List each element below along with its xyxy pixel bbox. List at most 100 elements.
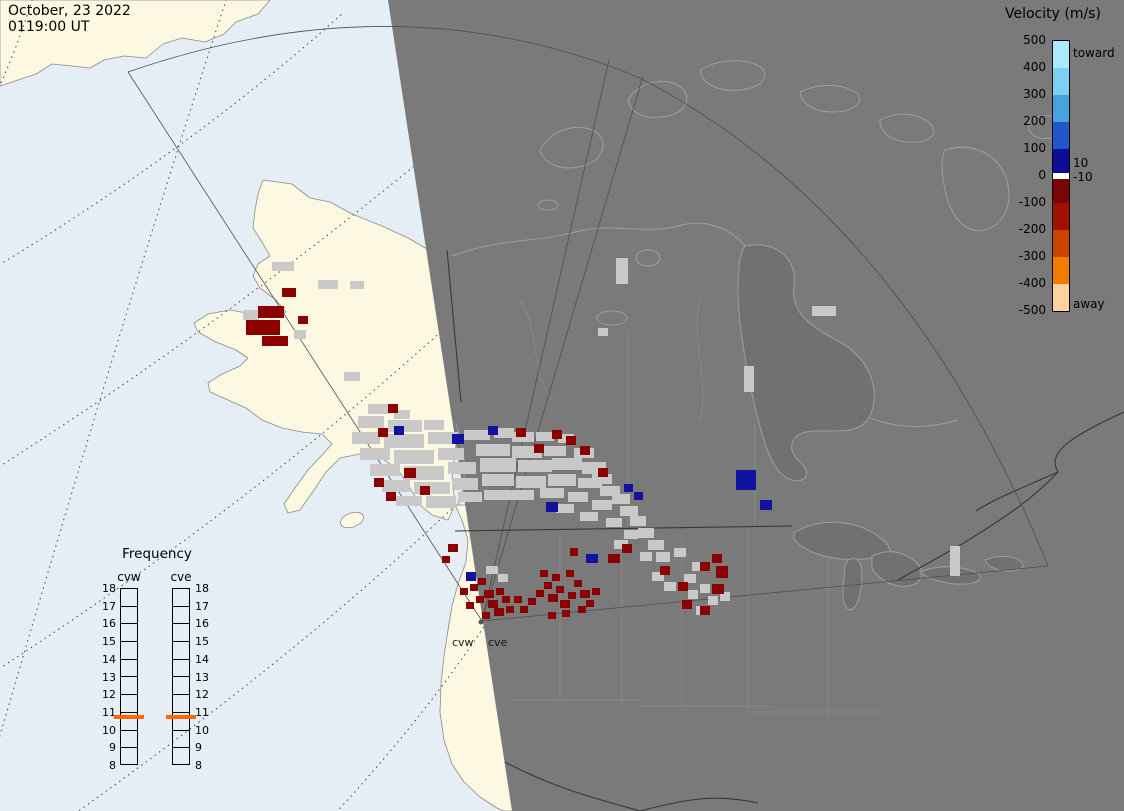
velocity-data-cell bbox=[448, 462, 476, 474]
velocity-data-cell bbox=[586, 600, 594, 607]
velocity-data-cell bbox=[404, 468, 416, 478]
freq-ladder-cell bbox=[121, 589, 137, 607]
velocity-data-cell bbox=[622, 544, 632, 553]
freq-tick-label: 15 bbox=[195, 635, 209, 649]
velocity-data-cell bbox=[682, 600, 692, 609]
velocity-data-cell bbox=[476, 444, 510, 456]
colorbar-segment bbox=[1053, 173, 1069, 179]
velocity-data-cell bbox=[556, 586, 564, 593]
velocity-data-cell bbox=[394, 426, 404, 435]
velocity-data-cell bbox=[720, 592, 730, 601]
island-banks bbox=[627, 80, 688, 118]
freq-ladder-cell bbox=[121, 607, 137, 625]
velocity-data-cell bbox=[243, 310, 259, 320]
velocity-data-cell bbox=[578, 478, 602, 488]
night-political-borders bbox=[512, 299, 880, 716]
velocity-data-cell bbox=[484, 590, 494, 598]
velocity-data-cell bbox=[548, 612, 556, 619]
velocity-data-cell bbox=[262, 336, 288, 346]
velocity-data-cell bbox=[570, 548, 578, 556]
velocity-data-cell bbox=[562, 610, 570, 617]
velocity-data-cell bbox=[518, 460, 552, 472]
velocity-data-cell bbox=[298, 316, 308, 324]
velocity-data-cell bbox=[630, 516, 646, 526]
velocity-data-cell bbox=[426, 496, 456, 508]
radar-site-label-cvw: cvw bbox=[452, 636, 474, 649]
freq-ladder-cell bbox=[173, 695, 189, 713]
velocity-data-cell bbox=[560, 600, 570, 608]
freq-tick-label: 12 bbox=[102, 688, 116, 702]
velocity-data-cell bbox=[612, 494, 630, 504]
island-somerset bbox=[799, 85, 860, 113]
us-canada-border bbox=[454, 525, 793, 532]
toward-label: toward bbox=[1073, 46, 1115, 60]
velocity-data-cell bbox=[344, 372, 360, 381]
velocity-data-cell bbox=[424, 420, 444, 430]
freq-col-label-cvw: cvw bbox=[117, 570, 141, 584]
velocity-data-cell bbox=[620, 506, 638, 516]
velocity-data-cell bbox=[464, 430, 490, 440]
velocity-data-cell bbox=[598, 328, 608, 336]
island-devon bbox=[879, 113, 934, 143]
island-melville bbox=[699, 60, 766, 91]
velocity-data-cell bbox=[652, 572, 664, 581]
velocity-data-cell bbox=[360, 448, 390, 460]
velocity-tick-label: -400 bbox=[1018, 276, 1046, 290]
velocity-data-cell bbox=[510, 490, 534, 500]
velocity-data-cell bbox=[470, 584, 478, 591]
velocity-data-cell bbox=[552, 430, 562, 439]
velocity-data-cell bbox=[708, 596, 718, 605]
velocity-data-cell bbox=[258, 306, 284, 318]
velocity-tick-label: -100 bbox=[1018, 195, 1046, 209]
velocity-data-cell bbox=[494, 608, 504, 616]
frequency-legend-title: Frequency bbox=[122, 546, 192, 562]
lake-michigan bbox=[842, 558, 863, 611]
velocity-data-cell bbox=[458, 492, 482, 502]
colorbar-segment bbox=[1053, 122, 1069, 149]
velocity-data-cell bbox=[448, 544, 458, 552]
freq-tick-label: 17 bbox=[195, 599, 209, 613]
velocity-data-cell bbox=[374, 478, 384, 487]
velocity-data-cell bbox=[674, 548, 686, 557]
freq-col-label-cve: cve bbox=[170, 570, 192, 584]
freq-tick-label: 10 bbox=[102, 723, 116, 737]
freq-ladder-cell bbox=[121, 695, 137, 713]
velocity-data-cell bbox=[700, 606, 710, 615]
velocity-data-cell bbox=[578, 606, 586, 613]
freq-ladder-cell bbox=[173, 660, 189, 678]
velocity-data-cell bbox=[700, 562, 710, 571]
velocity-data-cell bbox=[592, 588, 600, 595]
freq-ladder-cell bbox=[121, 713, 137, 731]
velocity-data-cell bbox=[488, 600, 498, 608]
velocity-data-cell bbox=[716, 566, 728, 578]
gulf-coast bbox=[639, 797, 759, 811]
freq-tick-label: 13 bbox=[195, 670, 209, 684]
velocity-data-cell bbox=[514, 596, 522, 603]
velocity-data-cell bbox=[396, 496, 422, 506]
freq-ladder-cell bbox=[121, 677, 137, 696]
velocity-tick-label: 400 bbox=[1023, 60, 1046, 74]
velocity-data-cell bbox=[598, 468, 608, 477]
velocity-tick-label: 300 bbox=[1023, 87, 1046, 101]
land-chukotka bbox=[0, 0, 271, 87]
velocity-data-cell bbox=[614, 540, 628, 549]
freq-tick-label: 8 bbox=[195, 759, 202, 772]
velocity-data-cell bbox=[282, 288, 296, 297]
velocity-data-cell bbox=[378, 428, 388, 437]
velocity-data-cell bbox=[528, 598, 536, 605]
velocity-data-cell bbox=[482, 474, 514, 486]
velocity-data-cell bbox=[546, 502, 558, 512]
freq-ladder-cell bbox=[173, 677, 189, 696]
velocity-data-cell bbox=[592, 474, 612, 484]
velocity-data-cell bbox=[566, 570, 574, 577]
freq-marker-cve bbox=[166, 715, 196, 720]
velocity-data-cell bbox=[506, 606, 514, 613]
colorbar-segment bbox=[1053, 95, 1069, 122]
velocity-data-cell bbox=[574, 580, 582, 587]
velocity-tick-label: 500 bbox=[1023, 33, 1046, 47]
freq-ladder-cell bbox=[173, 713, 189, 731]
velocity-data-cell bbox=[350, 281, 364, 289]
velocity-data-cell bbox=[544, 582, 552, 589]
velocity-data-cell bbox=[640, 552, 652, 561]
